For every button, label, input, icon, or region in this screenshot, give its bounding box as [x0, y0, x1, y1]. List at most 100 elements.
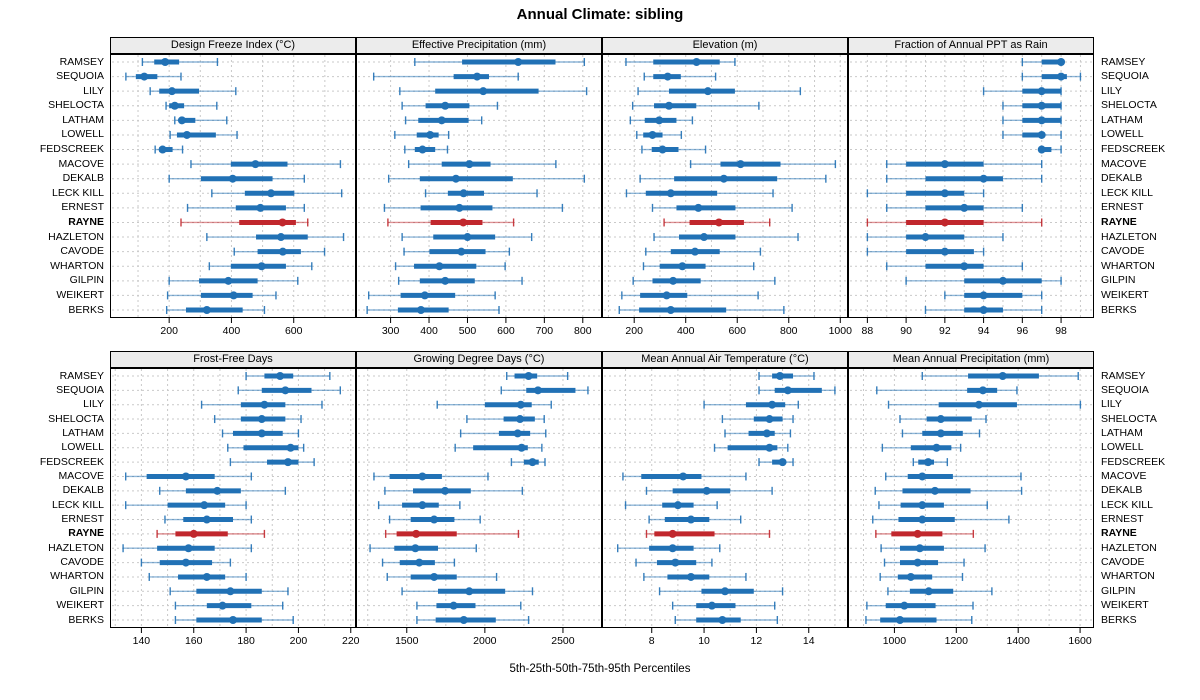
percentile-row-ernest: [648, 515, 742, 524]
percentile-row-lowell: [454, 443, 543, 452]
axis-tick-fraction-of-annual-ppt-as-rain-96: 96: [1016, 325, 1029, 337]
median-dot: [177, 116, 186, 125]
site-label-right-ramsey: RAMSEY: [1101, 55, 1146, 68]
median-dot: [648, 130, 657, 139]
percentile-row-lowell: [169, 130, 238, 139]
site-label-left-shelocta: SHELOCTA: [48, 99, 104, 112]
median-dot: [1037, 101, 1046, 110]
percentile-row-cavode: [381, 558, 456, 567]
axis-tick-mean-annual-air-temperature-c-8: 8: [648, 635, 655, 647]
median-dot: [673, 501, 682, 510]
median-dot: [286, 443, 295, 452]
percentile-row-dekalb: [639, 174, 827, 183]
percentile-row-lily: [399, 87, 588, 96]
percentile-row-shelocta: [466, 415, 545, 424]
median-dot: [517, 443, 526, 452]
median-dot: [775, 372, 784, 380]
percentile-row-leck-kill: [211, 189, 343, 198]
percentile-row-berks: [865, 616, 973, 624]
median-dot: [451, 174, 460, 183]
axis-tick-elevation-m-400: 400: [676, 325, 695, 337]
percentile-row-cavode: [233, 247, 326, 256]
site-label-right-latham: LATHAM: [1101, 113, 1143, 126]
axis-tick-effective-precipitation-mm-800: 800: [574, 325, 592, 337]
percentile-row-dekalb: [387, 174, 586, 183]
axis-tick-effective-precipitation-mm-700: 700: [535, 325, 554, 337]
median-dot: [411, 544, 420, 553]
percentile-row-gilpin: [658, 587, 784, 596]
percentile-row-dekalb: [874, 486, 1023, 495]
axis-tick-design-freeze-index-c-200: 200: [160, 325, 178, 337]
percentile-row-hazleton: [653, 233, 799, 242]
median-dot: [668, 529, 677, 538]
median-dot: [226, 587, 235, 596]
percentile-row-wharton: [642, 262, 755, 271]
percentile-row-weikert: [944, 291, 1043, 300]
percentile-row-leck-kill: [878, 501, 988, 510]
median-dot: [666, 306, 675, 314]
percentile-row-hazleton: [122, 544, 253, 553]
median-dot: [1057, 72, 1066, 81]
percentile-row-leck-kill: [424, 189, 538, 198]
median-dot: [778, 458, 787, 467]
median-dot: [449, 601, 458, 610]
site-label-left-lowell: LOWELL: [61, 128, 104, 141]
panel-strip-growing-degree-days-c: Growing Degree Days (°C): [356, 351, 602, 368]
median-dot: [655, 116, 664, 125]
axis-tick-fraction-of-annual-ppt-as-rain-88: 88: [861, 325, 874, 337]
percentile-row-cavode: [140, 558, 232, 567]
percentile-row-macove: [622, 472, 747, 481]
axis-tick-growing-degree-days-c-2000: 2000: [473, 635, 497, 647]
median-dot: [437, 116, 446, 125]
percentile-row-fedscreek: [912, 458, 949, 467]
median-dot: [430, 515, 439, 524]
panel-strip-mean-annual-precipitation-mm: Mean Annual Precipitation (mm): [848, 351, 1094, 368]
median-dot: [181, 558, 190, 567]
median-dot: [900, 601, 909, 610]
percentile-row-sequoia: [643, 72, 717, 81]
site-label-right-ramsey: RAMSEY: [1101, 369, 1146, 382]
median-dot: [666, 189, 675, 198]
percentile-row-gilpin: [905, 276, 1062, 285]
site-label-right-gilpin: GILPIN: [1101, 274, 1136, 287]
median-dot: [960, 203, 969, 212]
percentile-row-wharton: [208, 262, 313, 271]
percentile-row-shelocta: [213, 415, 302, 424]
site-label-left-lily: LILY: [83, 84, 104, 97]
percentile-row-shelocta: [1002, 101, 1062, 110]
percentile-row-macove: [407, 160, 557, 169]
site-label-right-fedscreek: FEDSCREEK: [1101, 455, 1166, 468]
site-label-left-lily: LILY: [83, 398, 104, 411]
percentile-row-hazleton: [617, 544, 721, 553]
axis-tick-effective-precipitation-mm-600: 600: [497, 325, 515, 337]
percentile-row-cavode: [403, 247, 511, 256]
percentile-row-macove: [886, 160, 1043, 169]
site-label-right-wharton: WHARTON: [1101, 259, 1155, 272]
percentile-row-rayne: [663, 218, 771, 227]
percentile-row-ernest: [651, 203, 793, 212]
percentile-row-ernest: [388, 515, 481, 524]
percentile-row-leck-kill: [125, 501, 247, 510]
site-label-left-leck-kill: LECK KILL: [52, 186, 104, 199]
median-dot: [998, 372, 1007, 380]
panel-effective-precipitation-mm: [356, 54, 602, 323]
median-dot: [167, 87, 176, 96]
site-label-left-berks: BERKS: [68, 303, 104, 316]
percentile-row-fedscreek: [641, 145, 707, 154]
median-dot: [200, 501, 209, 510]
axis-tick-growing-degree-days-c-1500: 1500: [395, 635, 419, 647]
site-label-left-ernest: ERNEST: [61, 201, 104, 214]
axis-tick-growing-degree-days-c-2500: 2500: [551, 635, 575, 647]
percentile-row-dekalb: [159, 486, 287, 495]
percentile-row-shelocta: [165, 101, 218, 110]
percentile-row-wharton: [886, 262, 1024, 271]
site-label-right-dekalb: DEKALB: [1101, 172, 1143, 185]
site-label-left-ramsey: RAMSEY: [59, 369, 104, 382]
percentile-row-shelocta: [631, 101, 760, 110]
percentile-row-sequoia: [1021, 72, 1082, 81]
panel-design-freeze-index-c: [110, 54, 356, 323]
median-dot: [278, 247, 287, 256]
median-dot: [412, 529, 421, 538]
site-label-left-hazleton: HAZLETON: [48, 230, 104, 243]
percentile-row-weikert: [174, 601, 284, 610]
